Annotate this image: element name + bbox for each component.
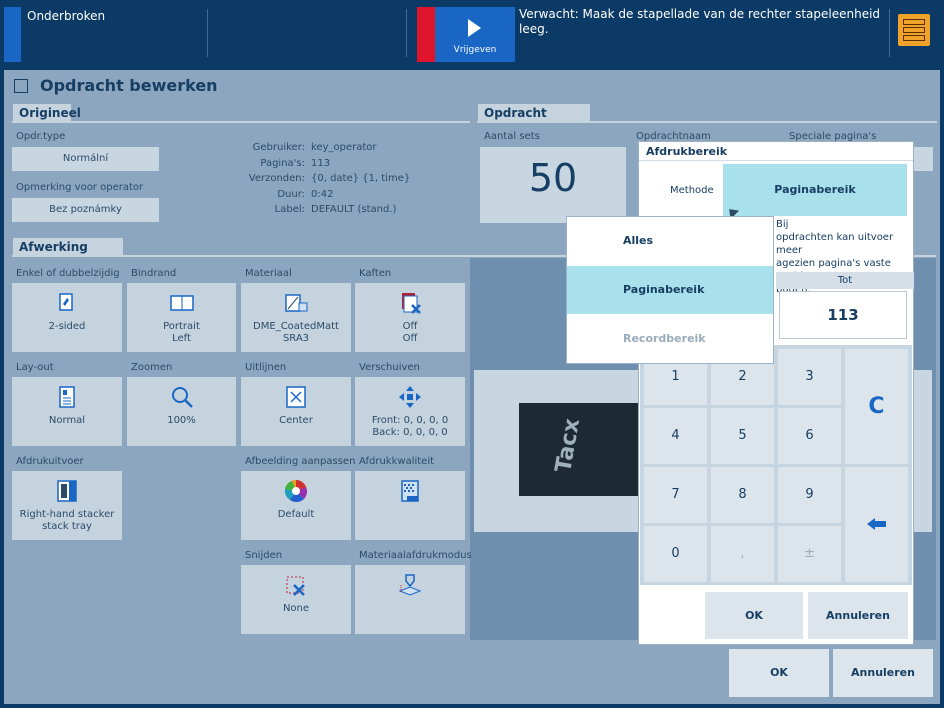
tile-label: Verschuiven xyxy=(359,362,420,373)
divider xyxy=(639,160,913,161)
option-paginabereik[interactable]: Paginabereik xyxy=(567,266,773,314)
divider xyxy=(207,9,208,57)
trim-icon xyxy=(286,576,305,596)
key-4[interactable]: 4 xyxy=(644,408,707,464)
tab-origineel[interactable]: Origineel xyxy=(12,103,81,122)
job-type-field[interactable]: Normální xyxy=(12,147,159,171)
tab-afwerking[interactable]: Afwerking xyxy=(12,237,124,256)
align-tile[interactable]: Center xyxy=(241,377,351,446)
key-6[interactable]: 6 xyxy=(778,408,841,464)
tile-label: Lay-out xyxy=(16,362,54,373)
preview-page-next[interactable] xyxy=(914,370,932,532)
key-0[interactable]: 0 xyxy=(644,526,707,582)
key-comma[interactable]: , xyxy=(711,526,774,582)
divider xyxy=(12,121,470,123)
image-adjust-tile[interactable]: Default xyxy=(241,471,351,540)
sets-label: Aantal sets xyxy=(484,131,540,142)
align-icon xyxy=(286,386,306,408)
cancel-button[interactable]: Annuleren xyxy=(833,649,933,697)
print-quality-icon xyxy=(401,480,419,502)
play-icon xyxy=(468,19,481,37)
tile-label: Kaften xyxy=(359,268,392,279)
job-name-label: Opdrachtnaam xyxy=(636,131,711,142)
dialog-ok-button[interactable]: OK xyxy=(705,592,803,639)
preview-brand: Tacx xyxy=(551,416,586,475)
job-type-label: Opdr.type xyxy=(16,131,66,142)
operator-note-label: Opmerking voor operator xyxy=(16,182,144,193)
shift-tile[interactable]: Front: 0, 0, 0, 0 Back: 0, 0, 0, 0 xyxy=(355,377,465,446)
print-quality-tile[interactable] xyxy=(355,471,465,540)
alert-message: Verwacht: Maak de stapellade van de rech… xyxy=(519,7,881,36)
layout-tile[interactable]: Normal xyxy=(12,377,122,446)
divider xyxy=(477,121,937,123)
option-recordbereik[interactable]: Recordbereik xyxy=(567,315,773,363)
tile-label: Zoomen xyxy=(131,362,173,373)
divider xyxy=(12,255,936,257)
zoom-icon xyxy=(171,387,193,408)
dialog-cancel-button[interactable]: Annuleren xyxy=(808,592,908,639)
to-label: Tot xyxy=(776,272,914,289)
media-icon xyxy=(285,294,308,312)
tile-label: Bindrand xyxy=(131,268,177,279)
covers-icon xyxy=(402,293,421,314)
key-8[interactable]: 8 xyxy=(711,467,774,523)
release-label: Vrijgeven xyxy=(453,45,497,55)
tile-label: Snijden xyxy=(245,550,283,561)
method-select[interactable]: Paginabereik xyxy=(723,164,907,216)
media-print-mode-icon xyxy=(398,574,422,596)
output-tile[interactable]: Right-hand stacker stack tray xyxy=(12,471,122,540)
tab-opdracht[interactable]: Opdracht xyxy=(477,103,591,122)
method-label: Methode xyxy=(670,185,714,196)
divider xyxy=(889,9,890,57)
tile-label: Uitlijnen xyxy=(245,362,287,373)
key-5[interactable]: 5 xyxy=(711,408,774,464)
tile-label: Materiaal xyxy=(245,268,292,279)
operator-note-field[interactable]: Bez poznámky xyxy=(12,198,159,222)
binding-edge-tile[interactable]: Portrait Left xyxy=(127,283,236,352)
trim-tile[interactable]: None xyxy=(241,565,351,634)
ok-button[interactable]: OK xyxy=(729,649,829,697)
divider xyxy=(406,9,407,57)
to-input[interactable]: 113 xyxy=(779,291,907,339)
key-7[interactable]: 7 xyxy=(644,467,707,523)
tile-label: Materiaalafdrukmodus xyxy=(359,550,472,561)
option-alles[interactable]: Alles xyxy=(567,217,773,265)
duplex-icon xyxy=(59,293,73,311)
media-tile[interactable]: DME_CoatedMatt SRA3 xyxy=(241,283,351,352)
tile-label: Afdrukuitvoer xyxy=(16,456,84,467)
status-indicator[interactable] xyxy=(4,7,21,62)
status-text: Onderbroken xyxy=(27,9,106,23)
release-button[interactable]: Vrijgeven xyxy=(435,7,515,62)
output-icon xyxy=(57,480,77,502)
page-title: Opdracht bewerken xyxy=(40,76,218,95)
alert-indicator xyxy=(417,7,435,62)
special-pages-label: Speciale pagina's xyxy=(789,131,877,142)
job-info-keys: Gebruiker: Pagina's: Verzonden: Duur: Label: xyxy=(248,142,305,215)
tile-label: Afbeelding aanpassen xyxy=(245,456,356,467)
tile-label: Enkel of dubbelzijdig xyxy=(16,268,120,279)
binding-edge-icon xyxy=(169,295,194,311)
layout-icon xyxy=(59,386,75,408)
edit-job-icon xyxy=(14,79,28,93)
backspace-button[interactable] xyxy=(845,467,908,582)
color-wheel-icon xyxy=(284,480,307,503)
dialog-title: Afdrukbereik xyxy=(646,145,728,158)
duplex-tile[interactable]: 2-sided xyxy=(12,283,122,352)
tile-label: Afdrukkwaliteit xyxy=(359,456,435,467)
media-print-mode-tile[interactable] xyxy=(355,565,465,634)
backspace-icon xyxy=(867,518,875,530)
preview-image: Tacx xyxy=(519,403,644,496)
key-9[interactable]: 9 xyxy=(778,467,841,523)
key-3[interactable]: 3 xyxy=(778,349,841,405)
job-info-values: key_operator 113 {0, date} {1, time} 0:42 DE… xyxy=(311,142,411,215)
stacker-tray-icon[interactable] xyxy=(898,14,930,46)
key-plus-minus[interactable]: ± xyxy=(778,526,841,582)
zoom-tile[interactable]: 100% xyxy=(127,377,236,446)
shift-icon xyxy=(399,386,421,408)
clear-button[interactable]: C xyxy=(845,349,908,464)
covers-tile[interactable]: Off Off xyxy=(355,283,465,352)
sets-value[interactable]: 50 xyxy=(480,147,626,223)
